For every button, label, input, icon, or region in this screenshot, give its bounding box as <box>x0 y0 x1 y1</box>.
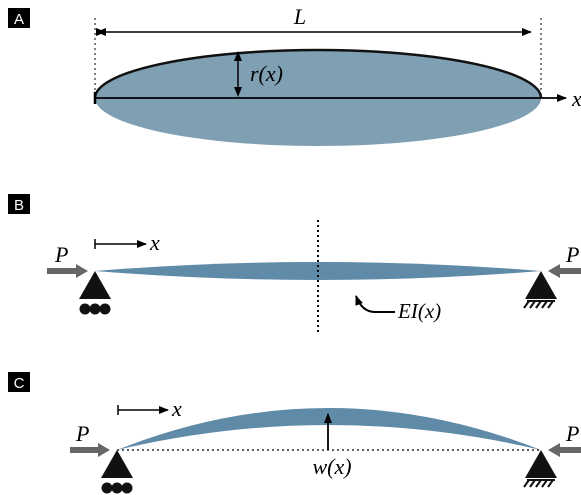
pin-support <box>524 271 557 308</box>
panel-label: B <box>14 197 24 214</box>
load-label: P <box>54 242 68 267</box>
axis-label: x <box>149 230 160 255</box>
pin-support <box>524 450 557 487</box>
axis-label: x <box>171 396 182 421</box>
roller-support <box>79 271 111 315</box>
panel-b: B P P x EI(x) <box>8 194 581 332</box>
roller-support <box>101 450 133 494</box>
load-label: P <box>75 421 89 446</box>
stiffness-label: EI(x) <box>397 299 441 323</box>
length-label: L <box>293 4 306 29</box>
load-label: P <box>565 242 579 267</box>
arrowhead <box>96 28 106 36</box>
panel-label: C <box>14 375 25 392</box>
deflection-label: w(x) <box>312 454 351 479</box>
panel-c: C P P x w(x) <box>8 372 581 494</box>
panel-label: A <box>14 11 24 28</box>
axis-label: x <box>571 86 581 111</box>
radius-label: r(x) <box>250 61 283 86</box>
pointer <box>356 296 395 312</box>
load-label: P <box>565 421 579 446</box>
figure: A L r(x) x B P P x EI(x) C <box>0 0 581 495</box>
panel-a: A L r(x) x <box>8 4 581 146</box>
